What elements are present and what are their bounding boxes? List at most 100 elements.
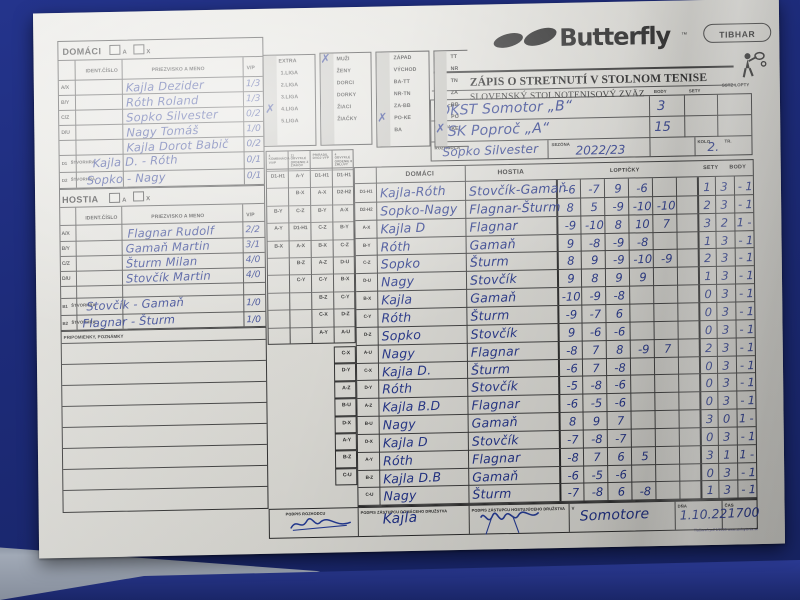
results-ball-4-2: -9 [612, 252, 625, 268]
league-2liga-label[interactable]: 2.LIGA [280, 82, 299, 89]
region-batt-label[interactable]: BA-TT [393, 78, 410, 86]
away-player-vp-0: 2/2 [245, 224, 260, 236]
results-home-player-10: Kajla D. [381, 361, 432, 380]
league-extra-label[interactable]: EXTRA [278, 58, 297, 65]
region-poke-label[interactable]: PO-KE [394, 114, 412, 122]
region-vychod-label[interactable]: VÝCHOD [393, 66, 417, 74]
category-ziaci-label[interactable]: ŽIACI [337, 104, 352, 111]
results-ball-4-4: -9 [660, 251, 673, 267]
results-sets-home-8: 0 [704, 322, 713, 337]
results-home-player-2: Kajla D [380, 219, 426, 237]
results-sets-away-16: 3 [723, 465, 731, 480]
league-category-selectors: EXTRA 1.LIGA 2.LIGA 3.LIGA 4.LIGA 5.LIGA… [33, 0, 779, 148]
footer-place-value: Somotore [579, 506, 650, 525]
order-cell-3-9: A-U [341, 328, 351, 335]
order-cell-2-3: C-Z [318, 224, 327, 231]
order-extra-box-7 [335, 467, 358, 486]
region-ba-label[interactable]: BA [394, 127, 403, 134]
results-ball-13-2: 7 [616, 413, 625, 428]
away-roster-checkbox-a[interactable] [109, 192, 121, 204]
away-col-name-header: PRIEZVISKO A MENO [151, 213, 205, 221]
results-points-away-16: 1 [748, 464, 756, 479]
category-dorky-label[interactable]: DORKY [336, 92, 357, 99]
district-bb-label[interactable]: BB [451, 101, 459, 109]
results-ball-0-0: -6 [564, 182, 576, 197]
results-ball-15-0: -8 [567, 450, 579, 465]
results-ball-0-2: 9 [614, 181, 622, 196]
results-code-12: A-Z [364, 402, 373, 409]
district-nr-label[interactable]: NR [450, 65, 459, 73]
season-value: 2022/23 [575, 142, 626, 158]
results-code-8: D-Z [363, 331, 372, 337]
results-away-player-1: Flagnar-Šturm [469, 198, 561, 217]
results-home-player-5: Nagy [380, 273, 415, 290]
region-zabb-label[interactable]: ZA-BB [394, 102, 411, 110]
league-5liga-label[interactable]: 5.LIGA [281, 118, 299, 125]
category-ziacky-label[interactable]: ŽIAČKY [337, 116, 358, 123]
results-sets-away-0: 3 [720, 179, 728, 194]
remarks-lines[interactable] [33, 0, 779, 491]
region-zapad-label[interactable]: ZÁPAD [393, 54, 412, 62]
league-4liga-label[interactable]: 4.LIGA [281, 106, 299, 113]
results-sets-away-14: 3 [723, 429, 731, 444]
results-away-player-6: Gamaň [470, 289, 517, 306]
away-doubles-vp-1: 1/0 [246, 314, 262, 326]
away-player-vp-1: 3/1 [245, 239, 261, 251]
home-player-name-1: Róth Roland [125, 92, 199, 110]
order-cell-1-3: D1-H1 [293, 225, 308, 232]
results-ball-5-3: 9 [639, 270, 647, 285]
away-roster-checkbox-x-label: X [146, 196, 151, 203]
home-roster-checkbox-x-label: X [146, 49, 151, 56]
away-row-code-0: A/X [61, 230, 70, 237]
results-col-points-header: BODY [729, 164, 747, 171]
region-nrtn-label[interactable]: NR-TN [393, 90, 411, 98]
season-label: SEZÓNA [551, 141, 571, 148]
category-muzi-label[interactable]: MUŽI [336, 56, 350, 63]
butterfly-trademark-icon: ™ [681, 32, 688, 39]
away-roster-checkbox-x[interactable] [133, 191, 145, 202]
order-extra-box-5 [334, 433, 357, 451]
district-tt-label[interactable]: TT [450, 53, 458, 61]
league-1liga-label[interactable]: 1.LIGA [280, 70, 299, 77]
category-zeny-label[interactable]: ŽENY [336, 68, 351, 75]
results-away-player-7: Šturm [470, 306, 510, 324]
home-roster-checkbox-x[interactable] [133, 44, 145, 55]
results-away-player-9: Flagnar [470, 342, 520, 360]
home-row-code-1: B/Y [60, 99, 70, 106]
results-ball-10-0: -6 [566, 360, 578, 376]
order-cell-3-0: D1-H1 [336, 172, 351, 179]
home-roster-checkbox-a[interactable] [109, 44, 121, 55]
results-away-player-14: Stovčík [471, 432, 519, 449]
district-ke-check-mark: ✗ [435, 121, 446, 136]
order-extra-codes: C-X D-Y A-Z B-U D-X A-Y B-Z C-U [33, 0, 779, 486]
footer-date-value: 1.10.22 [679, 505, 728, 523]
results-points-away-7: 1 [746, 304, 755, 319]
category-dorci-label[interactable]: DORCI [336, 80, 355, 87]
district-ke-label[interactable]: KE [451, 125, 459, 133]
order-cell-2-9: A-Y [319, 329, 328, 336]
order-cell-1-4: A-X [296, 242, 305, 249]
away-roster-checkbox-a-label: A [122, 197, 127, 204]
results-ball-11-0: -5 [566, 378, 579, 394]
results-home-player-3: Róth [380, 237, 411, 255]
district-tn-label[interactable]: TN [450, 77, 458, 85]
results-sets-home-11: 0 [705, 376, 713, 391]
district-za-label[interactable]: ZA [450, 89, 459, 97]
results-sets-away-15: 1 [723, 447, 731, 462]
results-code-4: C-Z [363, 260, 371, 266]
home-doubles-label-0: ŠTVORHRA [70, 159, 96, 165]
results-code-13: B-U [364, 420, 373, 426]
results-away-player-8: Stovčík [470, 324, 518, 342]
order-cell-2-0: D1-H1 [314, 172, 329, 179]
results-sets-home-13: 3 [705, 411, 714, 427]
results-home-player-8: Sopko [381, 326, 422, 344]
league-3liga-label[interactable]: 3.LIGA [280, 94, 299, 101]
away-roster-block: HOSTIA A X IDENT.ČÍSLO PRIEZVISKO A MENO… [33, 0, 779, 332]
away-player-vp-2: 4/0 [245, 254, 261, 266]
away-roster-title: HOSTIA [62, 194, 99, 205]
results-ball-8-2: -6 [613, 324, 626, 339]
tibhar-logo: TIBHAR [703, 22, 772, 44]
results-home-player-16: Kajla D.B [383, 468, 442, 487]
results-sets-away-10: 3 [722, 358, 730, 373]
district-po-label[interactable]: PO [451, 113, 459, 121]
